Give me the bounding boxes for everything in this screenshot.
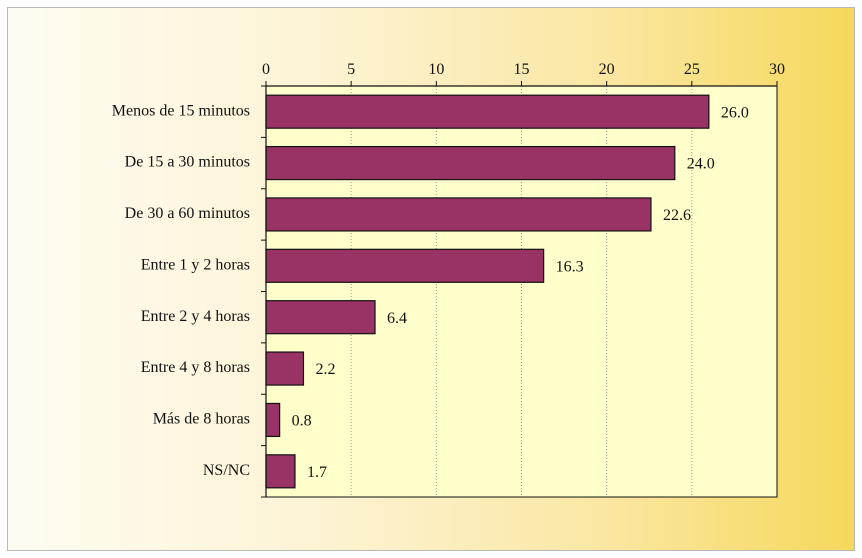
x-tick-label: 15 bbox=[514, 61, 530, 78]
x-tick-label: 10 bbox=[428, 61, 444, 78]
bar-6 bbox=[265, 351, 305, 386]
value-label: 2.2 bbox=[315, 361, 335, 378]
chart-area: 0 5 10 15 20 25 30 Menos de 15 minutos De 15 a 3… bbox=[7, 7, 855, 551]
value-label: 0.8 bbox=[292, 413, 312, 430]
category-label: Entre 4 y 8 horas bbox=[141, 359, 250, 376]
axes bbox=[261, 81, 778, 498]
labels: 0 5 10 15 20 25 30 Menos de 15 minutos De 15 a 3… bbox=[112, 61, 785, 481]
x-tick-label: 5 bbox=[347, 61, 355, 78]
category-label: Entre 2 y 4 horas bbox=[141, 308, 250, 325]
value-label: 6.4 bbox=[387, 310, 407, 327]
bar-5 bbox=[265, 300, 376, 335]
x-tick-label: 30 bbox=[769, 61, 785, 78]
value-label: 16.3 bbox=[556, 258, 584, 275]
value-label: 24.0 bbox=[687, 156, 715, 173]
bar-4 bbox=[265, 248, 545, 283]
bar-3 bbox=[265, 197, 652, 232]
bar-1 bbox=[265, 94, 710, 129]
value-label: 22.6 bbox=[663, 207, 691, 224]
grid-lines bbox=[350, 86, 693, 497]
category-label: NS/NC bbox=[203, 462, 250, 479]
category-label: Más de 8 horas bbox=[153, 411, 250, 428]
x-tick-label: 20 bbox=[599, 61, 615, 78]
x-tick-label: 0 bbox=[262, 61, 270, 78]
bar-8 bbox=[265, 454, 296, 489]
category-label: De 15 a 30 minutos bbox=[125, 154, 250, 171]
x-tick-label: 25 bbox=[684, 61, 700, 78]
bar-2 bbox=[265, 145, 676, 181]
value-label: 1.7 bbox=[307, 464, 327, 481]
bars bbox=[265, 94, 710, 489]
bar-chart: 0 5 10 15 20 25 30 Menos de 15 minutos De 15 a 3… bbox=[112, 61, 785, 498]
category-label: Menos de 15 minutos bbox=[112, 102, 250, 119]
category-label: Entre 1 y 2 horas bbox=[141, 256, 250, 273]
value-label: 26.0 bbox=[721, 104, 749, 121]
bar-7 bbox=[265, 402, 281, 438]
category-label: De 30 a 60 minutos bbox=[125, 205, 250, 222]
